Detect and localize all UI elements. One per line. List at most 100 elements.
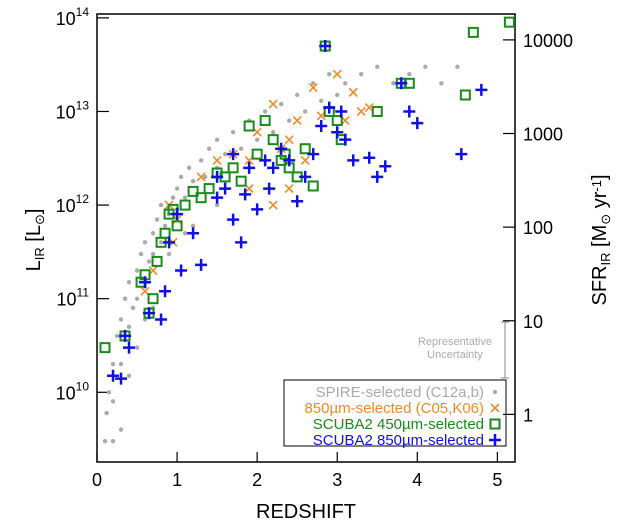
point [123, 341, 136, 354]
point [159, 285, 172, 298]
point [335, 105, 348, 118]
point [126, 324, 132, 330]
point [118, 427, 124, 432]
point [170, 195, 176, 200]
point [339, 133, 352, 146]
label-part: L [23, 260, 45, 271]
y-tick-label: 1011 [57, 286, 90, 310]
x-axis-label: REDSHIFT [256, 501, 356, 523]
point [195, 258, 208, 271]
label-part: IR [598, 253, 613, 266]
x-tick-label: 1 [172, 470, 182, 490]
point [154, 217, 160, 222]
point [174, 186, 180, 191]
point [348, 87, 358, 97]
y2-tick-label: 1 [523, 405, 533, 425]
point [375, 64, 380, 70]
point [227, 213, 240, 226]
point [214, 202, 220, 208]
point [308, 83, 318, 93]
plot-frame [96, 13, 516, 463]
point [178, 174, 184, 180]
point [254, 137, 260, 142]
point [146, 259, 152, 264]
point [439, 81, 444, 86]
y-tick-label: 1014 [56, 5, 90, 29]
point [459, 89, 471, 101]
point [206, 146, 212, 151]
tick-base: 10 [56, 9, 76, 29]
point [278, 101, 284, 107]
point [302, 109, 308, 114]
label-part: ] [589, 174, 611, 180]
y2-tick-label: 10 [523, 312, 543, 332]
point [107, 369, 120, 382]
label-part: [L [23, 225, 45, 247]
legend-marker [490, 403, 500, 413]
point [235, 175, 247, 187]
point [270, 130, 276, 135]
legend-label: SCUBA2 850µm-selected [313, 432, 484, 449]
label-part: ⊙ [32, 214, 47, 225]
point [214, 137, 220, 142]
point [235, 236, 248, 249]
tick-base: 10 [57, 290, 77, 310]
point [263, 182, 276, 195]
point [162, 223, 168, 229]
point [166, 251, 172, 257]
point [407, 72, 412, 77]
point [110, 361, 116, 367]
point [163, 236, 176, 249]
point [179, 199, 191, 211]
legend-box [283, 379, 507, 447]
label-part: [M [589, 225, 611, 253]
point [138, 251, 144, 257]
y2-tick-label: 1000 [523, 125, 563, 145]
point [134, 296, 140, 301]
label-part: IR [32, 247, 47, 260]
x-tick-label: 0 [92, 470, 102, 490]
point [379, 160, 392, 173]
legend-marker [492, 389, 498, 395]
point [335, 92, 340, 98]
point [182, 231, 188, 236]
tick-base: 10 [56, 383, 76, 403]
point [171, 208, 184, 221]
y2-tick-label: 100 [523, 218, 553, 238]
y-tick-label: 1010 [56, 379, 90, 403]
point [211, 191, 224, 204]
x-tick-label: 5 [492, 470, 502, 490]
point [371, 170, 384, 183]
point [227, 148, 240, 161]
point [211, 170, 224, 183]
point [171, 220, 183, 232]
point [283, 154, 296, 167]
point [130, 305, 136, 310]
point [243, 120, 255, 132]
point [230, 130, 236, 135]
y-tick-label: 1013 [56, 98, 90, 122]
point [363, 151, 376, 164]
point [150, 231, 156, 236]
point [222, 151, 228, 157]
legend-label: SCUBA2 450µm-selected [313, 416, 484, 433]
point [203, 183, 215, 195]
point [262, 109, 268, 114]
point [319, 40, 332, 53]
point [294, 92, 300, 98]
tick-exponent: 12 [76, 192, 90, 206]
point [359, 72, 364, 77]
point [275, 142, 288, 155]
point [122, 296, 128, 301]
label-part: SFR [589, 266, 611, 306]
tick-exponent: 14 [76, 5, 90, 19]
label-part: -1 [589, 180, 604, 192]
point [331, 126, 344, 139]
tick-base: 10 [56, 196, 76, 216]
point [186, 165, 192, 171]
point [243, 161, 256, 174]
point [292, 115, 302, 126]
point [327, 72, 332, 77]
point [286, 118, 292, 123]
